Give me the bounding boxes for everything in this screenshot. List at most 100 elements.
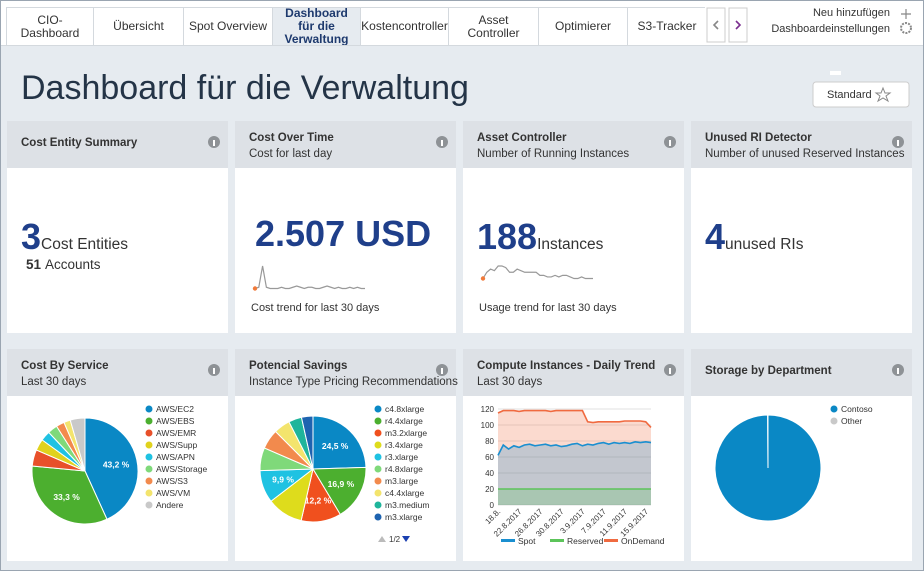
- widget-value-number: 2.507 USD: [255, 213, 431, 254]
- widget-detail: 51 Accounts: [26, 257, 101, 272]
- card-subtitle: Cost for last day: [249, 148, 332, 160]
- legend-swatch: [145, 489, 153, 497]
- view-button-label[interactable]: Standard: [827, 89, 872, 101]
- slice-label: 24,5 %: [322, 441, 349, 451]
- card-title: Compute Instances - Daily Trend: [477, 360, 655, 372]
- pager-prev[interactable]: [378, 536, 386, 542]
- legend-label: Andere: [156, 500, 184, 510]
- pager-label: 1/2: [389, 535, 401, 544]
- widget-value: 3Cost Entities: [21, 216, 128, 257]
- legend-label: r3.4xlarge: [385, 440, 423, 450]
- widget-trend-label: Cost trend for last 30 days: [251, 302, 380, 314]
- legend-swatch: [374, 489, 382, 497]
- slice-label: 43,2 %: [103, 459, 130, 469]
- tab[interactable]: S3-Tracker: [627, 7, 705, 45]
- pie-slice: [31, 465, 108, 525]
- legend-swatch: [145, 501, 153, 509]
- legend-swatch: [374, 441, 382, 449]
- legend-swatch: [145, 417, 153, 425]
- y-tick-label: 0: [490, 501, 495, 510]
- slice-label: 99,9 %: [755, 534, 782, 544]
- card-title: Asset Controller: [477, 132, 567, 144]
- sparkline: [254, 265, 365, 290]
- pager-next[interactable]: [402, 536, 410, 542]
- star-icon[interactable]: [874, 86, 892, 103]
- info-icon-glyph: [213, 140, 215, 146]
- widget-value-unit: Instances: [537, 236, 604, 253]
- widget-value: 4unused RIs: [705, 216, 804, 257]
- tab[interactable]: Übersicht: [93, 7, 184, 45]
- legend-label: c4.4xlarge: [385, 488, 424, 498]
- widget-value: 188Instances: [477, 216, 604, 257]
- legend-swatch: [145, 441, 153, 449]
- settings-icon[interactable]: [900, 22, 912, 34]
- info-icon-glyph: [669, 368, 671, 374]
- add-icon[interactable]: [901, 9, 911, 19]
- legend-swatch: [145, 405, 153, 413]
- legend-label: AWS/EC2: [156, 404, 194, 414]
- tab[interactable]: CIO-Dashboard: [6, 7, 94, 45]
- legend-swatch: [145, 453, 153, 461]
- card-header: [7, 121, 228, 168]
- settings-link[interactable]: Dashboardeinstellungen: [771, 23, 890, 35]
- legend-swatch: [374, 429, 382, 437]
- legend-swatch: [830, 417, 838, 425]
- legend-label: AWS/EMR: [156, 428, 196, 438]
- legend-label: OnDemand: [621, 536, 665, 546]
- info-icon-glyph: [213, 368, 215, 374]
- pie-slice: [300, 415, 314, 470]
- legend-swatch: [374, 405, 382, 413]
- card-header: [463, 121, 684, 168]
- legend-label: m3.2xlarge: [385, 428, 427, 438]
- info-icon-glyph: [897, 368, 899, 374]
- card-title: Unused RI Detector: [705, 132, 812, 144]
- series-line: [497, 409, 652, 428]
- card-header: [463, 349, 684, 396]
- tab[interactable]: Asset Controller: [448, 7, 539, 45]
- slice-label: 16,9 %: [328, 479, 355, 489]
- card-header: [691, 349, 912, 396]
- sparkline-start: [252, 286, 258, 291]
- legend-swatch: [501, 539, 515, 542]
- info-icon-glyph: [441, 140, 443, 146]
- tab-scroll-right[interactable]: [728, 7, 748, 43]
- card-title: Cost Entity Summary: [21, 137, 138, 149]
- legend-label: AWS/Storage: [156, 464, 207, 474]
- tab-scroll-left[interactable]: [706, 7, 726, 43]
- widget-value-number: 4: [705, 216, 725, 257]
- tab[interactable]: Dashboard für die Verwaltung: [272, 7, 361, 45]
- legend-swatch: [374, 465, 382, 473]
- info-icon-glyph: [669, 140, 671, 146]
- widget-value-unit: Cost Entities: [41, 236, 128, 253]
- area-fill: [498, 489, 651, 505]
- widget-detail-label: Accounts: [45, 257, 101, 272]
- card-header: [235, 121, 456, 168]
- widget-value-number: 188: [477, 216, 537, 257]
- widget-detail-value: 51: [26, 257, 42, 272]
- pie-slice: [312, 466, 367, 516]
- card-subtitle: Number of Running Instances: [477, 148, 629, 160]
- legend-swatch: [145, 429, 153, 437]
- y-tick-label: 80: [485, 437, 494, 446]
- legend-label: c4.8xlarge: [385, 404, 424, 414]
- pie-slice: [312, 415, 367, 470]
- series-line: [497, 440, 652, 456]
- legend-label: AWS/APN: [156, 452, 195, 462]
- legend-label: r4.4xlarge: [385, 416, 423, 426]
- tab[interactable]: Kostencontroller: [360, 7, 449, 45]
- legend-swatch: [145, 477, 153, 485]
- legend-label: AWS/VM: [156, 488, 190, 498]
- card-subtitle: Last 30 days: [21, 376, 86, 388]
- tab[interactable]: Spot Overview: [183, 7, 273, 45]
- legend-swatch: [374, 501, 382, 509]
- legend-label: AWS/Supp: [156, 440, 198, 450]
- legend-swatch: [374, 417, 382, 425]
- view-button[interactable]: Standard: [812, 81, 910, 108]
- legend-swatch: [550, 539, 564, 542]
- area-fill: [498, 410, 651, 505]
- tab[interactable]: Optimierer: [538, 7, 628, 45]
- legend-label: Spot: [518, 536, 536, 546]
- slice-label: 9,9 %: [272, 475, 294, 485]
- info-icon-glyph: [441, 368, 443, 374]
- add-link[interactable]: Neu hinzufügen: [813, 7, 890, 19]
